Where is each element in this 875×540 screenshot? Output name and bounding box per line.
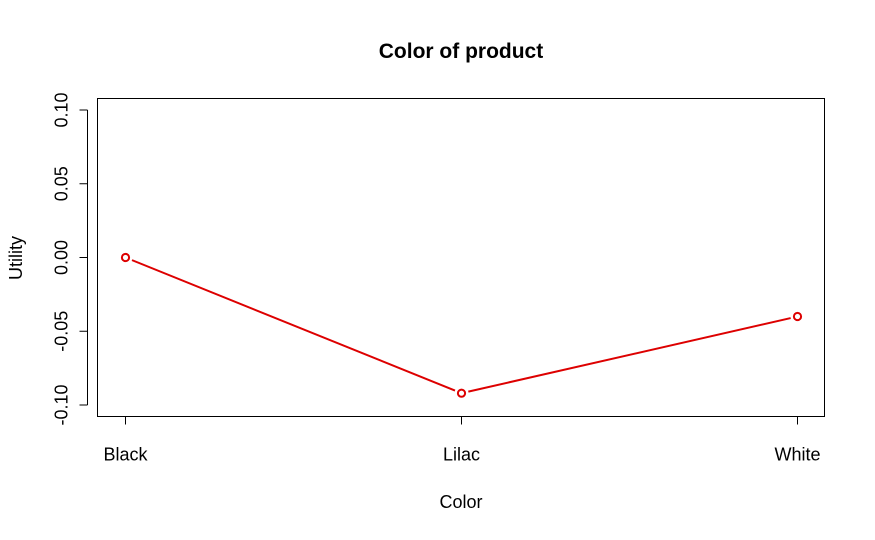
data-point xyxy=(456,388,467,398)
y-tick-label: 0.00 xyxy=(52,240,72,275)
data-point xyxy=(792,311,803,322)
y-axis: -0.10 -0.05 0.00 0.05 0.10 xyxy=(52,92,88,426)
series-line-segment xyxy=(468,317,791,393)
series-line-segment xyxy=(131,259,456,392)
y-tick-label: -0.05 xyxy=(52,311,72,352)
x-axis-label: Color xyxy=(439,492,482,512)
data-point xyxy=(120,252,131,263)
x-tick-label: White xyxy=(774,445,820,465)
plot-area-frame xyxy=(97,98,825,417)
y-tick-label: 0.10 xyxy=(52,92,72,127)
x-tick-label: Black xyxy=(103,445,148,465)
y-tick-label: 0.05 xyxy=(52,166,72,201)
x-axis: Black Lilac White xyxy=(103,416,821,465)
y-axis-label: Utility xyxy=(6,236,26,280)
chart-title: Color of product xyxy=(379,40,543,63)
y-tick-label: -0.10 xyxy=(52,384,72,425)
x-tick-label: Lilac xyxy=(443,445,480,465)
series-utility xyxy=(120,252,803,398)
